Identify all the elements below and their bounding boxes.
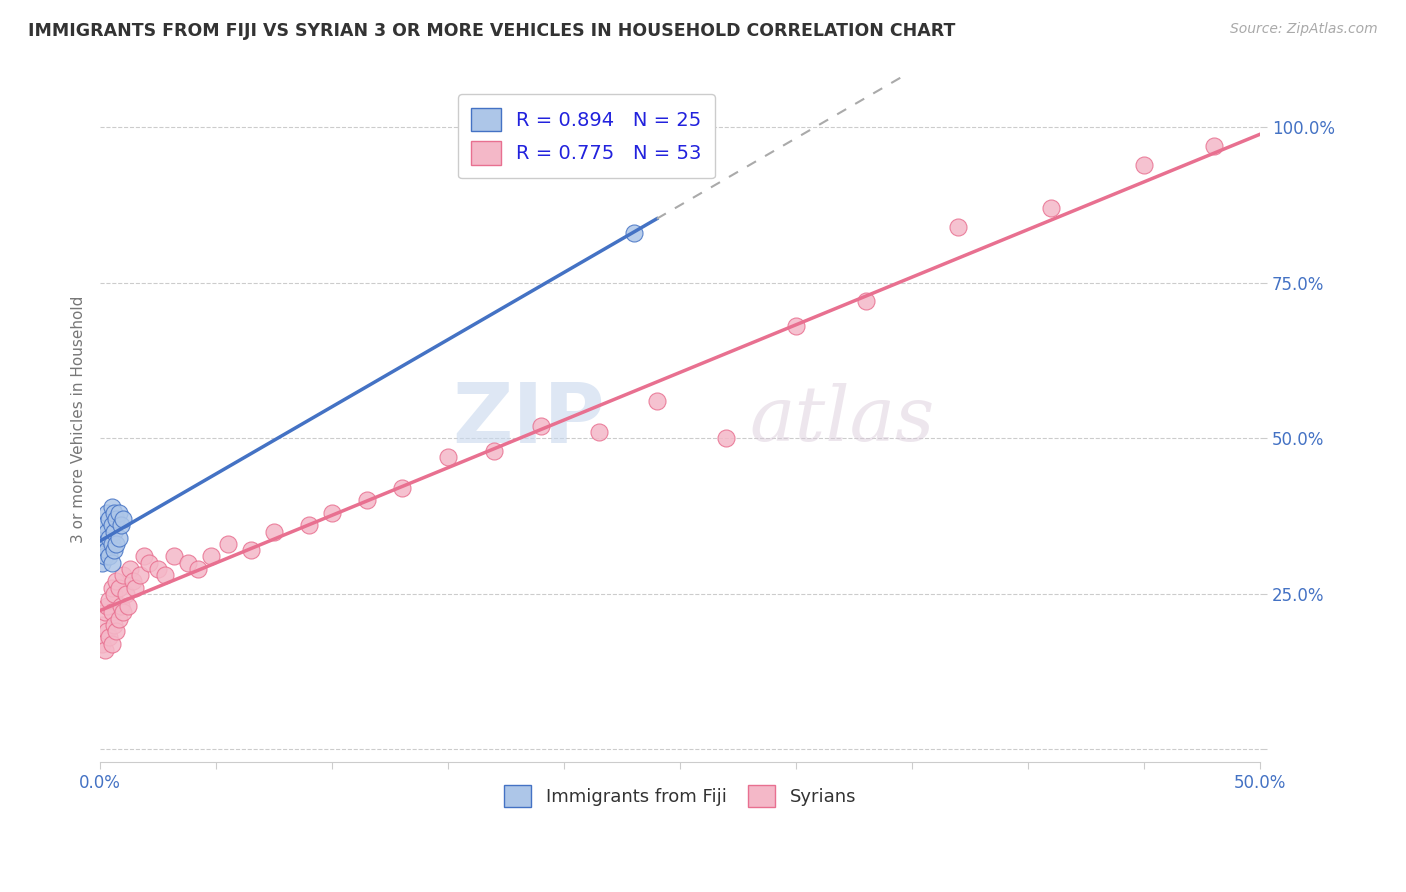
Point [120, 562, 142, 576]
Point [1040, 201, 1063, 215]
Point [298, 518, 321, 533]
Point [100, 606, 122, 620]
Point [134, 549, 156, 564]
Point [105, 624, 128, 639]
Point [239, 543, 262, 558]
Point [96, 506, 118, 520]
Point [110, 518, 132, 533]
Point [107, 506, 129, 520]
Point [588, 425, 610, 439]
Point [1133, 157, 1156, 171]
Point [98, 549, 121, 564]
Point [200, 549, 222, 564]
Point [98, 531, 121, 545]
Point [623, 226, 645, 240]
Point [96, 624, 118, 639]
Point [645, 393, 668, 408]
Point [112, 606, 135, 620]
Point [98, 631, 121, 645]
Point [98, 512, 121, 526]
Point [94, 549, 117, 564]
Point [263, 524, 285, 539]
Point [1202, 139, 1225, 153]
Point [163, 549, 186, 564]
Point [138, 556, 160, 570]
Text: IMMIGRANTS FROM FIJI VS SYRIAN 3 OR MORE VEHICLES IN HOUSEHOLD CORRELATION CHART: IMMIGRANTS FROM FIJI VS SYRIAN 3 OR MORE… [28, 22, 956, 40]
Text: ZIP: ZIP [453, 379, 605, 460]
Point [94, 518, 117, 533]
Point [785, 319, 807, 334]
Point [103, 524, 125, 539]
Point [91, 618, 114, 632]
Point [94, 531, 117, 545]
Point [391, 481, 413, 495]
Point [112, 512, 135, 526]
Point [153, 568, 176, 582]
Point [105, 512, 128, 526]
Point [437, 450, 460, 464]
Point [107, 581, 129, 595]
Point [91, 636, 114, 650]
Point [107, 612, 129, 626]
Point [356, 493, 378, 508]
Y-axis label: 3 or more Vehicles in Household: 3 or more Vehicles in Household [72, 296, 86, 543]
Point [100, 518, 122, 533]
Point [112, 568, 135, 582]
Point [98, 593, 121, 607]
Point [217, 537, 239, 551]
Point [94, 606, 117, 620]
Point [91, 556, 114, 570]
Point [100, 636, 122, 650]
Point [114, 587, 136, 601]
Text: atlas: atlas [749, 383, 935, 457]
Point [121, 574, 143, 589]
Point [103, 506, 125, 520]
Point [177, 556, 200, 570]
Point [146, 562, 169, 576]
Point [107, 531, 129, 545]
Point [96, 524, 118, 539]
Point [91, 537, 114, 551]
Point [187, 562, 209, 576]
Point [530, 418, 553, 433]
Point [117, 599, 139, 614]
Point [105, 537, 128, 551]
Point [128, 568, 150, 582]
Point [105, 574, 128, 589]
Point [103, 587, 125, 601]
Point [96, 599, 118, 614]
Point [321, 506, 343, 520]
Point [716, 431, 738, 445]
Point [100, 581, 122, 595]
Point [855, 294, 877, 309]
Point [103, 543, 125, 558]
Point [484, 443, 506, 458]
Point [110, 599, 132, 614]
Point [94, 642, 117, 657]
Point [100, 500, 122, 514]
Text: Source: ZipAtlas.com: Source: ZipAtlas.com [1230, 22, 1378, 37]
Point [96, 543, 118, 558]
Legend: Immigrants from Fiji, Syrians: Immigrants from Fiji, Syrians [496, 778, 863, 814]
Point [948, 219, 970, 234]
Point [103, 618, 125, 632]
Point [100, 556, 122, 570]
Point [100, 537, 122, 551]
Point [124, 581, 146, 595]
